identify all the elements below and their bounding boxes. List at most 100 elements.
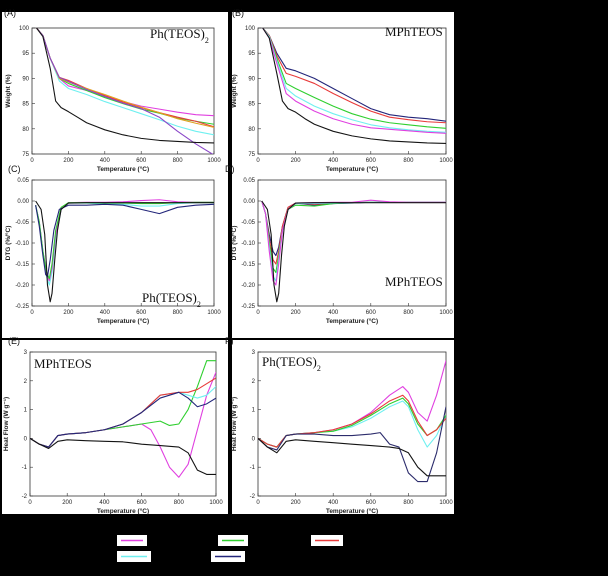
series-line-4 <box>30 391 216 448</box>
series-line-4 <box>258 406 446 483</box>
y-tick-label: 1 <box>24 408 28 414</box>
x-tick-label: 400 <box>99 500 110 506</box>
y-axis-label: DTG (%/°C) <box>230 226 238 261</box>
y-tick-label: -0.05 <box>241 220 255 226</box>
panel-label-a: (A) <box>4 8 16 18</box>
y-tick-label: -0.25 <box>241 304 255 310</box>
series-line-3 <box>262 28 446 133</box>
chart-title: Ph(TEOS)2 <box>150 26 209 45</box>
series-line-5 <box>36 28 214 154</box>
x-tick-label: 200 <box>291 500 302 506</box>
y-tick-label: 2 <box>252 379 256 385</box>
y-tick-label: -0.10 <box>15 241 29 247</box>
y-tick-label: 1 <box>252 408 256 414</box>
series-line-2 <box>262 28 446 129</box>
series-line-0 <box>262 28 446 122</box>
x-tick-label: 400 <box>100 158 111 164</box>
y-tick-label: 90 <box>22 76 29 82</box>
y-axis-label: Weight (%) <box>5 74 12 107</box>
y-tick-label: 80 <box>22 127 29 133</box>
panel-d-background <box>232 160 454 338</box>
y-tick-label: 90 <box>248 76 255 82</box>
x-tick-label: 800 <box>173 158 184 164</box>
y-tick-label: -0.20 <box>241 283 255 289</box>
panel-label-d: D) <box>225 164 235 174</box>
chart-title: Ph(TEOS)2 <box>262 354 321 373</box>
x-tick-label: 0 <box>30 158 34 164</box>
chart-title: MPhTEOS <box>34 356 92 371</box>
x-tick-label: 1000 <box>439 158 453 164</box>
y-tick-label: 85 <box>22 102 29 108</box>
panel-c-background <box>2 160 228 338</box>
series-line-4 <box>35 200 214 303</box>
panel-label-e: (E) <box>8 336 20 346</box>
x-tick-label: 600 <box>366 158 377 164</box>
chart-panel-3: 0 200 400 600 800 1000 -0.25 -0.20 -0.15 -0.10 -0.… <box>230 178 453 325</box>
x-axis-label: Temperature (°C) <box>326 507 378 515</box>
x-tick-label: 200 <box>62 500 73 506</box>
chart-title: MPhTEOS <box>385 24 443 39</box>
series-line-3 <box>258 394 446 448</box>
y-tick-label: -0.10 <box>241 241 255 247</box>
y-tick-label: 75 <box>248 152 255 158</box>
chart-title-subscript: 2 <box>317 364 321 373</box>
chart-title: Ph(TEOS)2 <box>142 290 201 309</box>
x-tick-label: 1000 <box>209 500 223 506</box>
x-tick-label: 600 <box>137 500 148 506</box>
chart-title-subscript: 2 <box>197 300 201 309</box>
y-tick-label: 95 <box>22 51 29 57</box>
x-tick-label: 400 <box>328 310 339 316</box>
y-tick-label: -0.20 <box>15 283 29 289</box>
y-tick-label: -0.15 <box>15 262 29 268</box>
series-line-3 <box>35 203 214 278</box>
y-axis-label: Heat Flow (W g⁻¹) <box>3 397 10 451</box>
y-tick-label: -2 <box>22 494 28 500</box>
chart-panel-1: 0 200 400 600 800 1000 75 80 85 90 95 100 Temperatur… <box>231 24 453 173</box>
x-tick-label: 400 <box>100 310 111 316</box>
x-tick-label: 0 <box>256 500 260 506</box>
chart-title: MPhTEOS <box>385 274 443 289</box>
y-tick-label: 100 <box>245 26 256 32</box>
x-tick-label: 800 <box>173 310 184 316</box>
panel-label-c: (C) <box>8 164 21 174</box>
x-tick-label: 1000 <box>207 310 221 316</box>
y-tick-label: 0.00 <box>17 199 29 205</box>
y-tick-label: 2 <box>24 379 28 385</box>
x-tick-label: 200 <box>63 158 74 164</box>
x-tick-label: 400 <box>328 500 339 506</box>
plot-area-frame <box>29 351 217 497</box>
y-axis-label: DTG (%/°C) <box>4 226 12 261</box>
y-tick-label: -0.25 <box>15 304 29 310</box>
x-tick-label: 800 <box>403 500 414 506</box>
panel-a-background <box>2 12 228 170</box>
x-axis-label: Temperature (°C) <box>326 165 378 173</box>
x-tick-label: 200 <box>63 310 74 316</box>
y-tick-label: 85 <box>248 102 255 108</box>
y-tick-label: 0.05 <box>243 178 255 184</box>
y-tick-label: -0.15 <box>241 262 255 268</box>
x-tick-label: 800 <box>174 500 185 506</box>
y-tick-label: 3 <box>252 350 256 356</box>
x-tick-label: 1000 <box>207 158 221 164</box>
chart-panel-2: 0 200 400 600 800 1000 -0.25 -0.20 -0.15 -0.10 -0.… <box>4 178 221 325</box>
panel-label-b: (B) <box>232 8 244 18</box>
x-tick-label: 600 <box>366 500 377 506</box>
y-tick-label: 95 <box>248 51 255 57</box>
x-axis-label: Temperature (°C) <box>326 317 378 325</box>
y-tick-label: 100 <box>19 26 30 32</box>
y-tick-label: 3 <box>24 350 28 356</box>
x-tick-label: 400 <box>328 158 339 164</box>
chart-panel-0: 0 200 400 600 800 1000 75 80 85 90 95 100 Temperatur… <box>5 26 221 173</box>
x-tick-label: 600 <box>136 310 147 316</box>
y-tick-label: -1 <box>250 465 256 471</box>
series-line-5 <box>261 200 446 303</box>
x-tick-label: 600 <box>136 158 147 164</box>
x-tick-label: 0 <box>30 310 34 316</box>
series-line-6 <box>36 28 214 144</box>
panel-label-f: F) <box>225 336 234 346</box>
plot-area-frame <box>31 27 215 155</box>
x-tick-label: 200 <box>291 158 302 164</box>
y-tick-label: 80 <box>248 127 255 133</box>
y-tick-label: -2 <box>250 494 256 500</box>
